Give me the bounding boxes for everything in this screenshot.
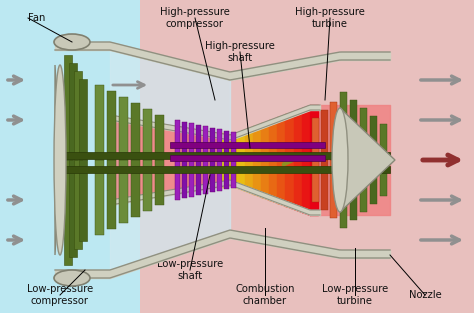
Bar (155, 160, 164, 205)
Bar (370, 160, 377, 204)
Bar (175, 120, 180, 160)
Bar (224, 160, 229, 189)
Text: Combustion
chamber: Combustion chamber (235, 284, 295, 306)
Bar (107, 160, 116, 229)
Text: Low-pressure
shaft: Low-pressure shaft (157, 259, 223, 281)
Bar (0, 0, 140, 313)
Bar (119, 160, 128, 223)
Bar (143, 109, 152, 160)
Bar (189, 160, 194, 197)
Bar (231, 160, 236, 188)
Text: Low-pressure
compressor: Low-pressure compressor (27, 284, 93, 306)
Text: Nozzle: Nozzle (409, 290, 441, 300)
Bar (155, 115, 164, 160)
Bar (79, 160, 87, 241)
Bar (170, 142, 325, 148)
Bar (350, 100, 357, 160)
Bar (64, 160, 72, 265)
Text: Fan: Fan (28, 13, 46, 23)
Bar (60, 166, 390, 173)
Bar (312, 160, 319, 202)
Bar (74, 160, 82, 249)
Bar (196, 160, 201, 195)
Bar (224, 131, 229, 160)
Bar (95, 85, 104, 160)
Bar (203, 160, 208, 194)
Bar (321, 160, 328, 210)
Bar (370, 116, 377, 160)
Bar (360, 108, 367, 160)
Bar (210, 160, 215, 192)
Bar (143, 160, 152, 211)
Bar (312, 118, 319, 160)
Ellipse shape (54, 34, 90, 50)
Bar (217, 129, 222, 160)
Ellipse shape (54, 270, 90, 286)
Bar (210, 128, 215, 160)
Bar (380, 160, 387, 196)
Bar (60, 152, 390, 159)
Ellipse shape (332, 108, 348, 212)
Bar (79, 79, 87, 160)
Bar (321, 110, 328, 160)
Bar (182, 122, 187, 160)
Text: Low-pressure
turbine: Low-pressure turbine (322, 284, 388, 306)
Bar (203, 126, 208, 160)
Bar (95, 160, 104, 235)
Bar (69, 160, 77, 257)
Bar (74, 71, 82, 160)
Bar (64, 55, 72, 160)
Bar (196, 125, 201, 160)
Bar (330, 160, 337, 218)
Ellipse shape (54, 65, 66, 255)
Bar (330, 102, 337, 160)
Bar (175, 160, 180, 200)
Bar (69, 63, 77, 160)
Bar (131, 160, 140, 217)
Text: High-pressure
turbine: High-pressure turbine (295, 7, 365, 29)
Bar (217, 160, 222, 191)
Text: High-pressure
shaft: High-pressure shaft (205, 41, 275, 63)
Bar (380, 124, 387, 160)
Bar (170, 155, 325, 161)
Bar (131, 103, 140, 160)
Text: High-pressure
compressor: High-pressure compressor (160, 7, 230, 29)
Polygon shape (55, 65, 60, 255)
Bar (189, 123, 194, 160)
Bar (182, 160, 187, 198)
Bar (231, 132, 236, 160)
Polygon shape (340, 108, 395, 212)
Bar (119, 97, 128, 160)
Bar (107, 91, 116, 160)
Bar (340, 92, 347, 160)
Bar (340, 160, 347, 228)
Bar (360, 160, 367, 212)
Bar (350, 160, 357, 220)
